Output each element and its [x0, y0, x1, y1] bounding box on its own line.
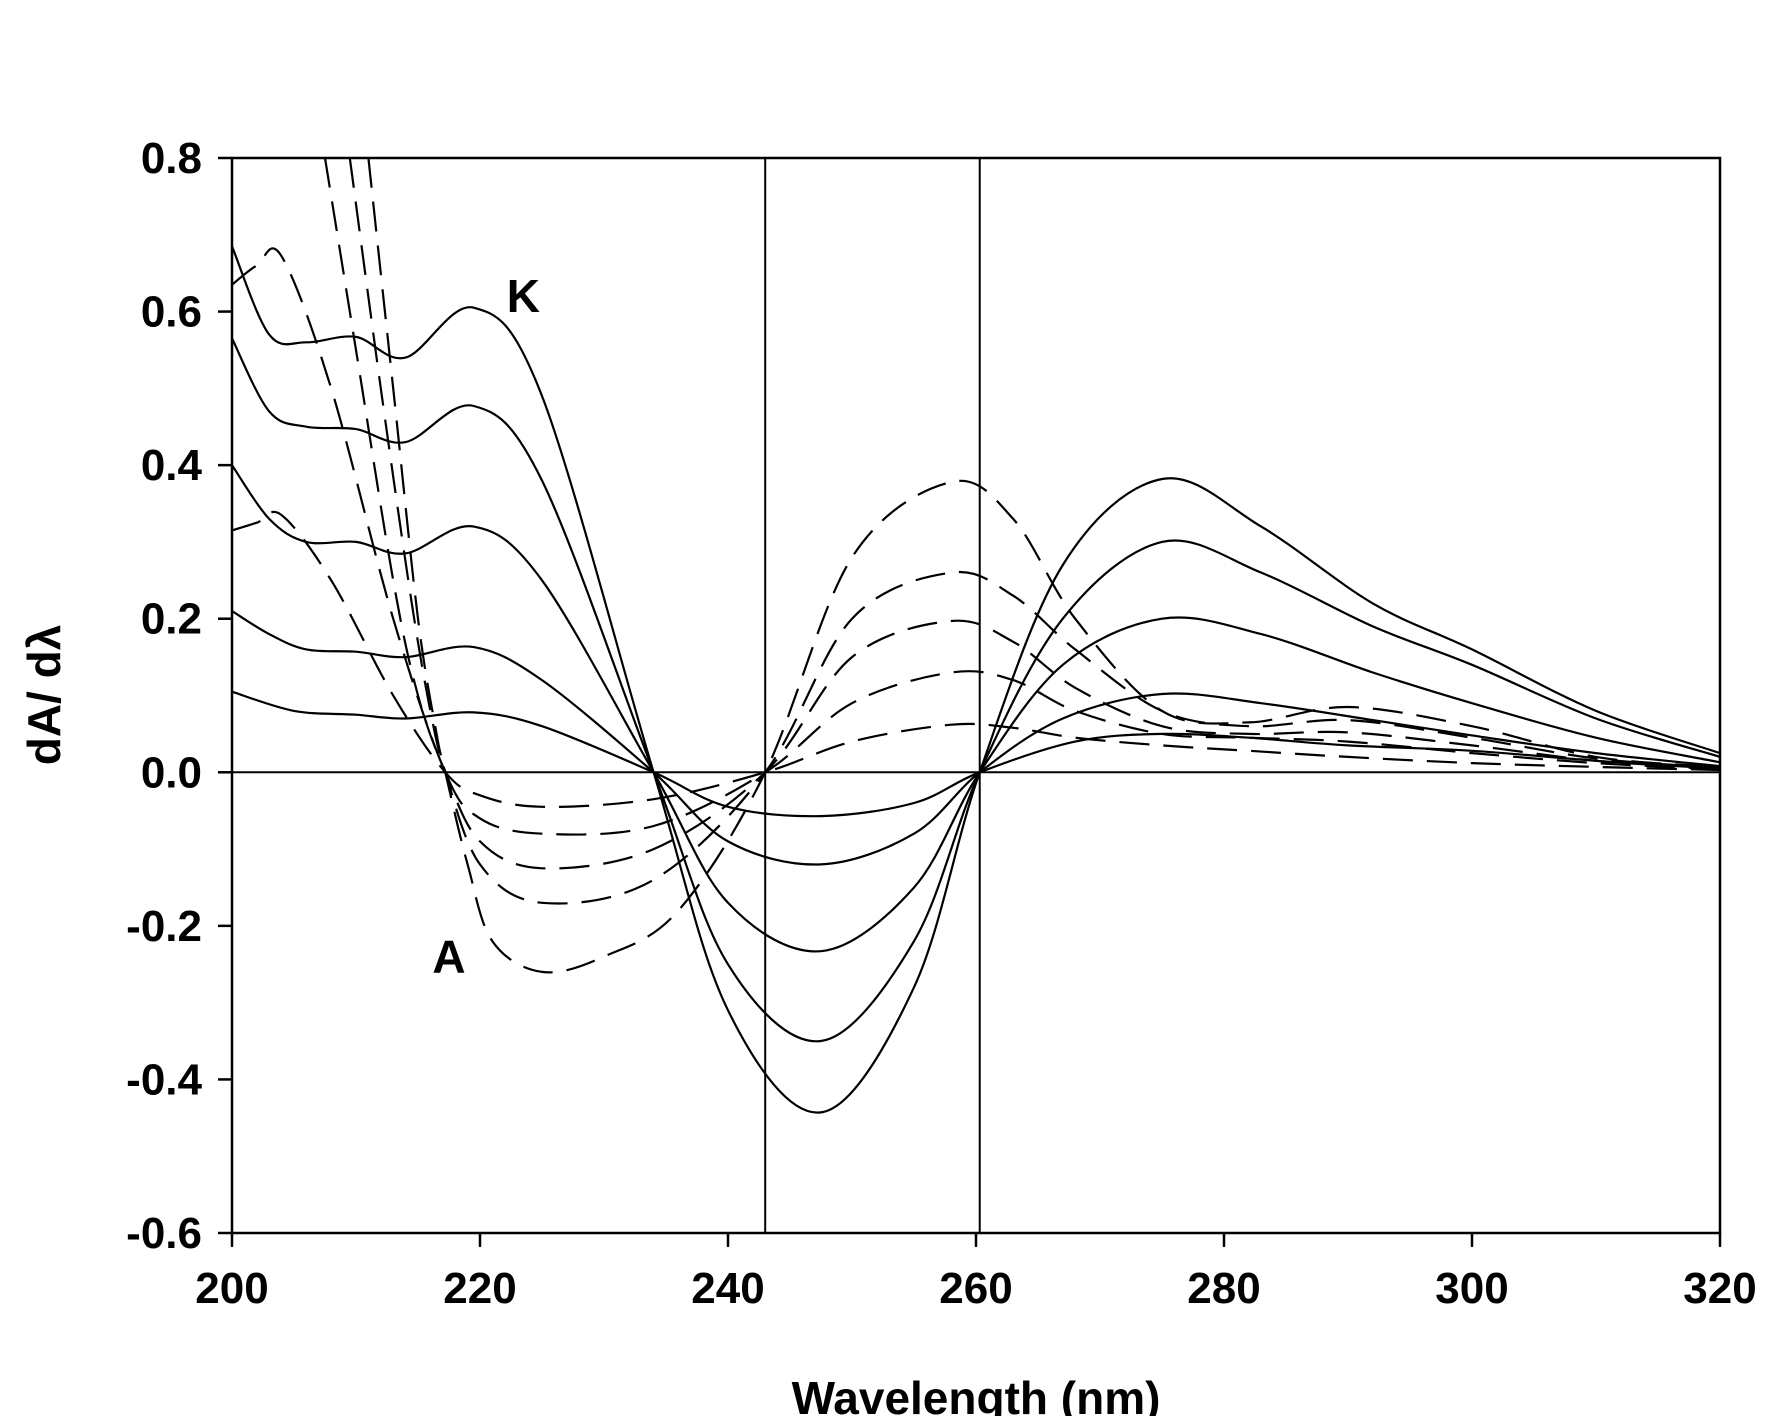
y-tick-label: 0.4 [141, 441, 203, 490]
x-tick-label: 280 [1187, 1264, 1260, 1313]
x-tick-label: 300 [1435, 1264, 1508, 1313]
annotation-k: K [507, 270, 540, 322]
y-tick-label: 0.0 [141, 748, 202, 797]
y-axis: -0.6 -0.4 -0.2 0.0 0.2 0.4 0.6 0.8 [126, 134, 232, 1258]
y-tick-label: 0.2 [141, 595, 202, 644]
y-tick-label: -0.6 [126, 1209, 202, 1258]
x-axis-title: Wavelength (nm) [792, 1372, 1161, 1416]
series-line-dashed-3 [323, 158, 1720, 870]
x-tick-label: 260 [939, 1264, 1012, 1313]
plot-frame [230, 156, 1722, 1235]
x-tick-label: 240 [691, 1264, 764, 1313]
x-axis: 200 220 240 260 280 300 320 [195, 1233, 1757, 1313]
series-line-solid-5 [232, 245, 1720, 1114]
series-line-solid-2 [232, 610, 1720, 866]
annotations: KA [432, 270, 540, 982]
series-line-dashed-1 [232, 510, 1720, 809]
y-tick-label: 0.6 [141, 288, 202, 337]
series-line-solid-3 [232, 464, 1720, 953]
y-tick-label: 0.8 [141, 134, 202, 183]
x-tick-label: 200 [195, 1264, 268, 1313]
series-line-dashed-5 [367, 158, 1720, 974]
x-tick-label: 220 [443, 1264, 516, 1313]
series-line-solid-1 [232, 690, 1720, 818]
reference-lines [764, 158, 981, 1233]
series-line-solid-4 [232, 337, 1720, 1043]
series-line-dashed-4 [348, 158, 1720, 905]
y-tick-label: -0.4 [126, 1055, 202, 1104]
series-group [232, 158, 1720, 1114]
annotation-a: A [432, 931, 465, 983]
y-tick-label: -0.2 [126, 902, 202, 951]
series-line-dashed-2 [232, 247, 1720, 836]
y-axis-title: dA/ dλ [18, 625, 70, 766]
x-tick-label: 320 [1683, 1264, 1756, 1313]
